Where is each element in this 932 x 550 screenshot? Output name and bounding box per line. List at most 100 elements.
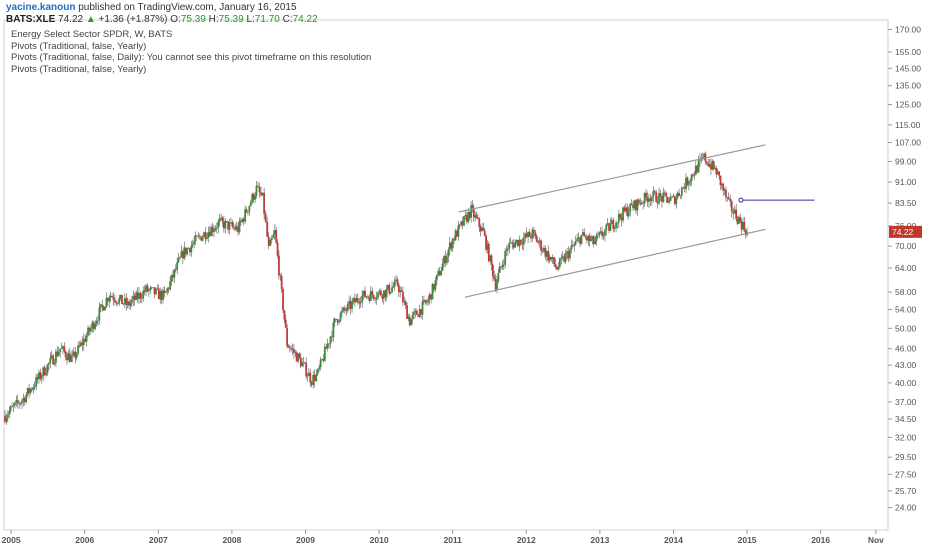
candle-body (193, 241, 196, 244)
candle-body (525, 233, 528, 237)
legend-pivots-yearly[interactable]: Pivots (Traditional, false, Yearly) (11, 40, 147, 52)
candle-body (470, 205, 472, 218)
candle-body (661, 196, 663, 202)
candle-body (355, 297, 358, 303)
candle-body (384, 290, 387, 298)
candle-body (294, 352, 297, 354)
y-tick-label: 64.00 (895, 263, 917, 273)
candle-body (460, 221, 463, 225)
y-tick-label: 107.00 (895, 138, 921, 148)
candle-body (201, 236, 204, 241)
candle-body (208, 232, 211, 236)
candle-body (680, 187, 683, 196)
candle-body (160, 291, 163, 300)
candle-body (159, 291, 162, 300)
time-axis[interactable]: 2005 2006 2007 2008 2009 2010 2011 2012 2013 2014… (2, 530, 884, 545)
symbol-label[interactable]: BATS:XLE (6, 14, 56, 25)
candle-body (231, 222, 234, 227)
candle-body (389, 292, 392, 294)
candle-body (19, 403, 22, 405)
candle-body (629, 203, 632, 213)
candle-body (362, 290, 365, 296)
candle-body (716, 171, 719, 175)
x-tick-label: 2008 (222, 535, 241, 545)
candle-body (132, 295, 135, 300)
candle-body (397, 285, 400, 293)
candle-body (91, 322, 94, 329)
candle-body (477, 217, 479, 219)
candle-body (257, 185, 259, 187)
candle-body (732, 211, 735, 214)
candle-body (53, 362, 56, 365)
candle-body (650, 197, 653, 202)
candle-body (519, 239, 522, 244)
candle-body (89, 328, 92, 332)
candle-body (349, 301, 352, 309)
candle-body (248, 205, 251, 212)
candle-body (38, 372, 40, 380)
legend-pivots-daily[interactable]: Pivots (Traditional, false, Daily): You … (11, 52, 372, 63)
candle-body (145, 285, 147, 292)
candle-body (483, 230, 486, 236)
x-tick-label: 2013 (590, 535, 609, 545)
candle-body (305, 363, 308, 377)
candle-body (149, 287, 152, 290)
candle-body (139, 292, 142, 299)
price-change: +1.36 (+1.87%) (98, 14, 168, 25)
candle-body (322, 359, 325, 361)
candle-body (140, 298, 143, 300)
x-tick-label: 2015 (738, 535, 757, 545)
candle-body (627, 212, 630, 216)
candle-body (59, 348, 62, 353)
close-label: C: (282, 14, 293, 25)
candle-body (371, 290, 374, 296)
candle-body (220, 217, 222, 219)
candle-body (686, 177, 689, 186)
candle-body (143, 290, 146, 292)
candle-body (478, 218, 481, 227)
legend-series-title[interactable]: Energy Select Sector SPDR, W, BATS (11, 29, 173, 40)
legend-pivots-yearly-2[interactable]: Pivots (Traditional, false, Yearly) (11, 63, 147, 75)
x-tick-label: 2012 (517, 535, 536, 545)
candle-body (118, 298, 121, 304)
candle-body (440, 270, 443, 276)
candle-body (487, 243, 490, 262)
candle-body (123, 298, 126, 304)
candle-body (574, 241, 577, 245)
candle-body (446, 256, 448, 264)
candle-body (743, 222, 746, 230)
candle-body (457, 225, 460, 237)
candle-body (5, 417, 8, 422)
candle-body (423, 300, 425, 302)
candle-body (594, 240, 597, 245)
candle-body (435, 274, 438, 281)
author-link[interactable]: yacine.kanoun (6, 2, 76, 13)
price-axis[interactable]: 170.00 155.00 145.00 135.00 125.00 115.00 107.… (888, 24, 922, 513)
candle-body (581, 232, 584, 235)
candle-body (497, 272, 500, 282)
candle-body (45, 373, 47, 376)
candle-body (392, 286, 395, 288)
candle-body (321, 359, 323, 360)
candle-body (155, 288, 157, 295)
candle-body (415, 310, 418, 315)
candle-body (571, 245, 574, 247)
pivot-marker (738, 197, 744, 203)
candle-body (359, 302, 362, 304)
candle-body (68, 353, 71, 362)
candle-body (544, 247, 547, 257)
candle-body (707, 163, 710, 167)
candle-body (500, 266, 502, 268)
y-tick-label: 91.00 (895, 177, 917, 187)
candle-body (382, 290, 385, 299)
candle-body (310, 382, 313, 385)
candle-body (711, 161, 714, 170)
candle-body (404, 301, 407, 306)
candle-body (213, 229, 215, 232)
candle-body (608, 223, 610, 231)
candle-body (375, 297, 378, 300)
candle-body (511, 242, 514, 244)
candle-body (372, 295, 375, 299)
candle-body (302, 362, 305, 364)
